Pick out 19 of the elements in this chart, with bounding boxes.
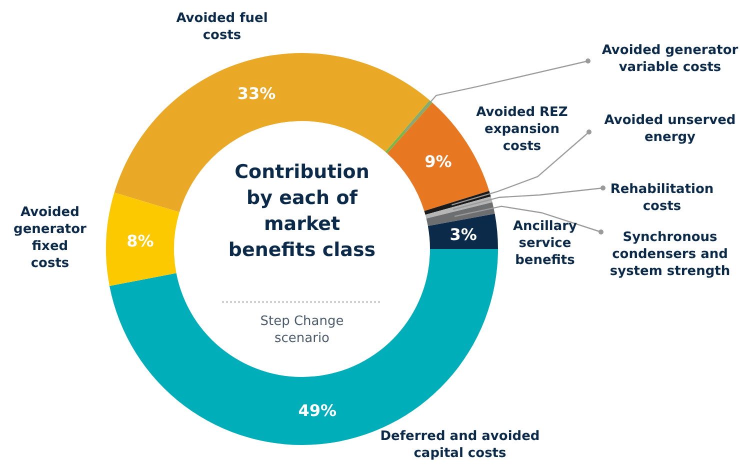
data-label: 8% <box>126 231 154 250</box>
text: Contribution by each of market benefits class <box>228 161 376 261</box>
donut-slice <box>106 192 180 286</box>
data-label: 49% <box>298 400 336 420</box>
slice-label: Avoided unserved energy <box>604 113 736 145</box>
data-label: 3% <box>450 224 477 244</box>
slice-label: Avoided generator variable costs <box>602 43 739 75</box>
data-label: 9% <box>424 152 452 171</box>
text: Step Change scenario <box>260 314 344 346</box>
slice-label: Avoided REZ expansion costs <box>476 105 568 154</box>
donut-slice <box>426 202 495 226</box>
slice-label: Deferred and avoided capital costs <box>380 429 540 461</box>
slice-label: Avoided generator fixed costs <box>14 205 88 271</box>
slice-label: Synchronous condensers and system strength <box>610 230 730 279</box>
donut-slice <box>428 214 498 249</box>
slice-label: Avoided fuel costs <box>176 11 268 43</box>
data-label: 33% <box>237 84 276 104</box>
slice-label: Ancillary service benefits <box>512 219 578 268</box>
slice-label: Rehabilitation costs <box>610 182 714 214</box>
